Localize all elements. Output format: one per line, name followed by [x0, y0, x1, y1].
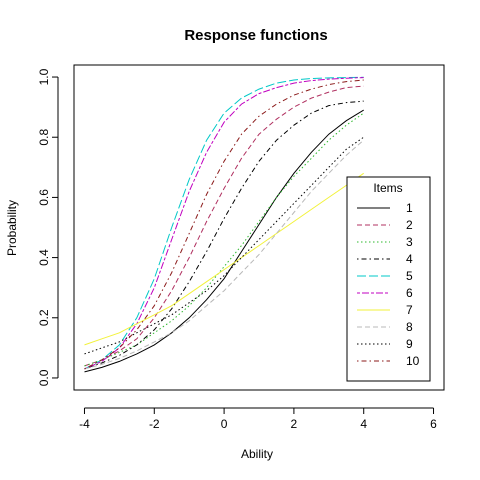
x-tick-label: 0 [221, 417, 228, 431]
legend-label-7: 7 [406, 303, 413, 317]
series-line-3 [84, 112, 364, 367]
legend-label-8: 8 [406, 320, 413, 334]
series-layer [84, 76, 365, 373]
chart-title: Response functions [184, 27, 327, 44]
x-tick-label: 6 [430, 417, 437, 431]
series-line-10 [84, 79, 364, 370]
series-line-6 [84, 77, 364, 370]
legend-title: Items [373, 181, 402, 195]
y-tick-label: 0.8 [37, 129, 51, 146]
y-tick-label: 1.0 [37, 68, 51, 85]
legend-label-4: 4 [406, 252, 413, 266]
legend-box [346, 176, 431, 382]
legend-label-3: 3 [406, 235, 413, 249]
x-tick-label: 4 [360, 417, 367, 431]
series-line-4 [84, 100, 364, 370]
y-tick-label: 0.2 [37, 309, 51, 326]
y-tick-label: 0.4 [37, 249, 51, 266]
series-line-2 [84, 85, 364, 367]
y-tick-label: 0.6 [37, 189, 51, 206]
legend-items: 1 2 3 4 5 6 7 8 9 10 [357, 201, 420, 368]
y-axis-label: Probability [5, 200, 19, 256]
series-line-9 [84, 136, 364, 355]
series-line-7 [84, 172, 364, 346]
x-axis: -4 -2 0 2 4 6 [79, 407, 437, 431]
legend-label-10: 10 [406, 354, 420, 368]
legend-label-9: 9 [406, 337, 413, 351]
x-tick-label: -4 [79, 417, 90, 431]
series-line-1 [84, 109, 364, 373]
legend-label-5: 5 [406, 269, 413, 283]
series-line-5 [84, 76, 364, 370]
legend-label-6: 6 [406, 286, 413, 300]
series-line-8 [84, 139, 365, 370]
x-tick-label: 2 [291, 417, 298, 431]
legend-label-1: 1 [406, 201, 413, 215]
x-axis-label: Ability [241, 447, 273, 461]
legend: Items 1 2 3 4 5 6 7 8 9 10 [346, 176, 431, 382]
y-axis: 0.0 0.2 0.4 0.6 0.8 1.0 [37, 68, 59, 386]
x-tick-label: -2 [149, 417, 160, 431]
plot-frame [73, 64, 445, 391]
legend-label-2: 2 [406, 218, 413, 232]
y-tick-label: 0.0 [37, 369, 51, 386]
